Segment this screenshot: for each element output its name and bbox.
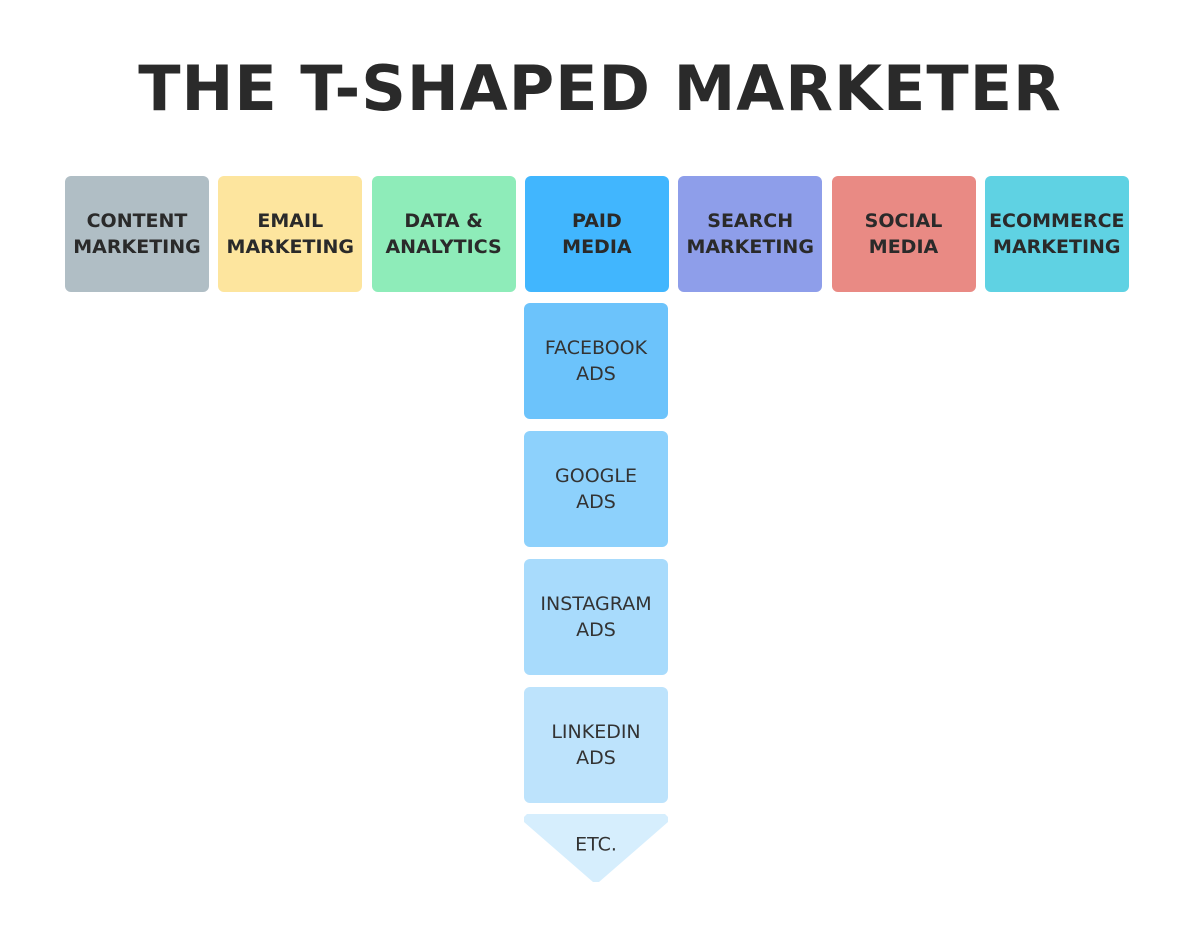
depth-box: GOOGLE ADS — [524, 431, 668, 547]
box-label: EMAIL — [257, 210, 324, 232]
box-label: MARKETING — [73, 236, 201, 258]
box-label: SEARCH — [707, 210, 794, 232]
box-label: ADS — [576, 491, 616, 513]
skill-box: SOCIAL MEDIA — [831, 176, 976, 292]
skill-box: ECOMMERCE MARKETING — [984, 176, 1129, 292]
skill-box: PAID MEDIA — [524, 176, 669, 292]
arrow-shape — [524, 814, 668, 882]
box-label: FACEBOOK — [544, 337, 648, 359]
skill-box: CONTENT MARKETING — [65, 176, 209, 292]
box-label: GOOGLE — [555, 465, 637, 487]
box-label: CONTENT — [86, 210, 188, 232]
box-label: ECOMMERCE — [989, 210, 1125, 232]
title: THE T-SHAPED MARKETER — [138, 52, 1062, 125]
box-label: ADS — [576, 619, 616, 641]
box-label: LINKEDIN — [551, 721, 641, 743]
box-label: INSTAGRAM — [540, 593, 652, 615]
box-label: MARKETING — [993, 236, 1121, 258]
skill-box: DATA & ANALYTICS — [371, 176, 516, 292]
depth-box: INSTAGRAM ADS — [524, 559, 668, 675]
box-label: DATA & — [404, 210, 483, 232]
box-label: PAID — [572, 210, 622, 232]
box-label: ADS — [576, 747, 616, 769]
skill-box: SEARCH MARKETING — [678, 176, 823, 292]
more-arrow: ETC. — [524, 814, 668, 882]
box-label: MEDIA — [868, 236, 939, 258]
box-label: ANALYTICS — [385, 236, 502, 258]
skill-box: EMAIL MARKETING — [218, 176, 363, 292]
box-label: MARKETING — [226, 236, 355, 258]
depth-box: LINKEDIN ADS — [524, 687, 668, 803]
more-label: ETC. — [575, 834, 617, 856]
box-label: ADS — [576, 363, 616, 385]
box-label: SOCIAL — [864, 210, 943, 232]
box-label: MEDIA — [562, 236, 632, 258]
box-label: MARKETING — [686, 236, 814, 258]
depth-box: FACEBOOK ADS — [524, 303, 668, 419]
